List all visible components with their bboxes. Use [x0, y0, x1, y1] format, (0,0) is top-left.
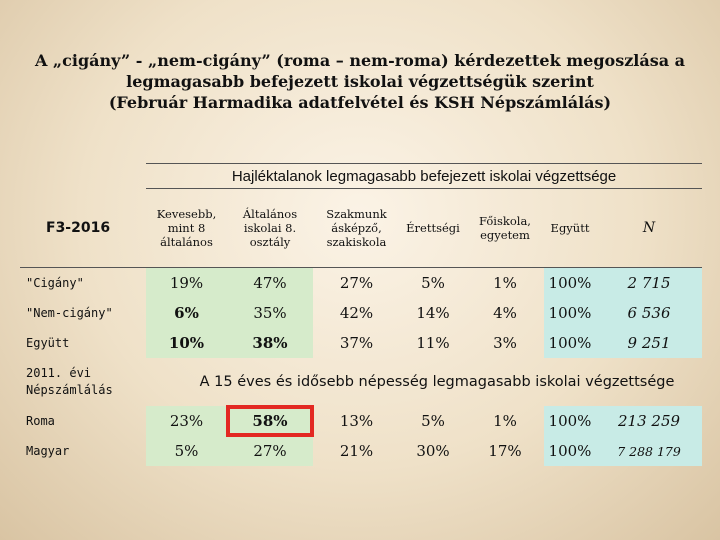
table-cell: 42% — [339, 304, 374, 322]
table-cell: 21% — [339, 442, 374, 460]
corner-label: F3-2016 — [46, 219, 111, 236]
table-cell: 27% — [313, 267, 400, 298]
corner-empty — [20, 164, 146, 189]
table-cell: 7 288 179 — [596, 436, 703, 466]
census-header-row: 2011. évi Népszámlálás A 15 éves és időse… — [20, 358, 702, 406]
table-cell: 23% — [146, 406, 227, 436]
table-cell: 5% — [421, 412, 445, 430]
census-header: A 15 éves és idősebb népesség legmagasab… — [199, 374, 675, 390]
table-cell: 47% — [227, 267, 313, 298]
table-cell: 100% — [544, 267, 596, 298]
table-row: "Nem-cigány" 6% 35% 42% 14% 4% 100% 6 53… — [20, 298, 703, 328]
table-cell: 27% — [227, 436, 313, 466]
table-cell: 213 259 — [596, 406, 703, 436]
table-cell: 5% — [146, 436, 227, 466]
highlighted-cell: 58% — [226, 405, 314, 437]
row-label-nem-cigany: "Nem-cigány" — [26, 306, 113, 320]
table-row: Együtt 10% 38% 37% 11% 3% 100% 9 251 — [20, 328, 703, 358]
table-cell: 100% — [544, 298, 596, 328]
col-header-matura: Érettségi — [406, 221, 460, 235]
education-table: Hajléktalanok legmagasabb befejezett isk… — [20, 163, 703, 466]
table-cell: 100% — [544, 406, 596, 436]
table-cell: 9 251 — [596, 328, 703, 358]
table-cell: 38% — [227, 328, 313, 358]
row-label-cigany: "Cigány" — [20, 267, 146, 298]
table-cell: 10% — [146, 328, 227, 358]
table-cell: 100% — [544, 436, 596, 466]
table-cell: 13% — [339, 412, 374, 430]
table-cell: 37% — [339, 334, 374, 352]
title-line-3: (Február Harmadika adatfelvétel és KSH N… — [108, 93, 612, 112]
table-cell: 35% — [227, 298, 313, 328]
col-header-total: Együtt — [550, 221, 590, 235]
table-cell: 2 715 — [596, 267, 703, 298]
table-row: "Cigány" 19% 47% 27% 5% 1% 100% 2 715 — [20, 267, 703, 298]
title-line-2: legmagasabb befejezett iskolai végzettsé… — [126, 72, 594, 91]
table-cell: 17% — [488, 442, 522, 460]
table-cell: 30% — [416, 442, 450, 460]
title-line-1: A „cigány” - „nem-cigány” (roma – nem-ro… — [34, 51, 686, 70]
table-cell: 6 536 — [596, 298, 703, 328]
table-cell: 19% — [146, 267, 227, 298]
table-cell: 3% — [493, 334, 517, 352]
col-header-primary-8: Általános iskolai 8. osztály — [242, 207, 298, 249]
span-header: Hajléktalanok legmagasabb befejezett isk… — [146, 163, 703, 189]
slide-title: A „cigány” - „nem-cigány” (roma – nem-ro… — [20, 50, 700, 113]
table-cell: 14% — [416, 304, 450, 322]
table-cell: 5% — [400, 267, 466, 298]
col-header-college: Főiskola, egyetem — [479, 214, 531, 242]
table-cell: 11% — [416, 334, 450, 352]
row-label-egyutt: Együtt — [26, 336, 70, 350]
row-label-magyar: Magyar — [26, 444, 70, 458]
table-row: Roma 23% 58% 13% 5% 1% 100% 213 259 — [20, 405, 703, 437]
table-cell: 1% — [466, 267, 544, 298]
table-cell: 6% — [146, 298, 227, 328]
col-header-n: N — [642, 220, 656, 236]
table-cell: 1% — [493, 412, 517, 430]
col-header-less-than-8: Kevesebb, mint 8 általános — [156, 207, 217, 249]
census-label: 2011. évi Népszámlálás — [26, 366, 113, 397]
col-header-vocational: Szakmunk ásképző, szakiskola — [326, 207, 387, 249]
table-cell: 100% — [544, 328, 596, 358]
table-cell: 4% — [493, 304, 517, 322]
table-row: Magyar 5% 27% 21% 30% 17% 100% 7 288 179 — [20, 436, 703, 466]
row-label-roma: Roma — [26, 414, 55, 428]
